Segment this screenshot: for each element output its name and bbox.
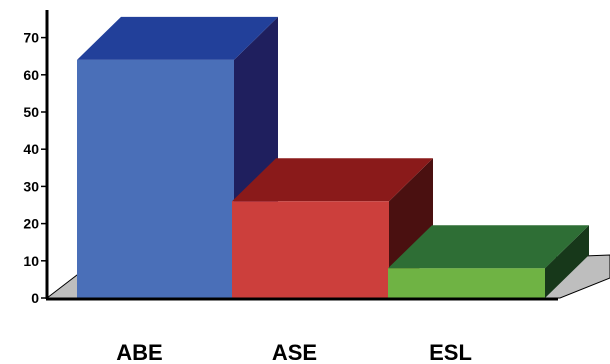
- y-ticks-group: 0 10 20 30 40 50 60 70: [23, 30, 47, 306]
- y-tick-label: 0: [31, 290, 39, 306]
- bar-esl-front: [388, 268, 545, 298]
- y-tick-label: 10: [23, 253, 39, 269]
- bars-group: [77, 16, 589, 298]
- y-tick-label: 40: [23, 141, 39, 157]
- bar-esl-top: [388, 225, 589, 269]
- x-category-label: ESL: [429, 340, 472, 364]
- bar-esl-side: [545, 225, 589, 298]
- bar-abe-top: [77, 16, 278, 60]
- y-tick-label: 30: [23, 178, 39, 194]
- bar-ase-front: [232, 201, 389, 298]
- x-category-label: ABE: [116, 340, 162, 364]
- x-category-label: ASE: [272, 340, 317, 364]
- y-tick-label: 50: [23, 104, 39, 120]
- y-tick-label: 60: [23, 67, 39, 83]
- bar-abe-front: [77, 59, 234, 298]
- y-tick-label: 70: [23, 30, 39, 46]
- x-labels-group: ABE ASE ESL: [116, 340, 472, 364]
- bar-esl: [388, 225, 589, 298]
- bar-ase-top: [232, 158, 433, 202]
- y-tick-label: 20: [23, 216, 39, 232]
